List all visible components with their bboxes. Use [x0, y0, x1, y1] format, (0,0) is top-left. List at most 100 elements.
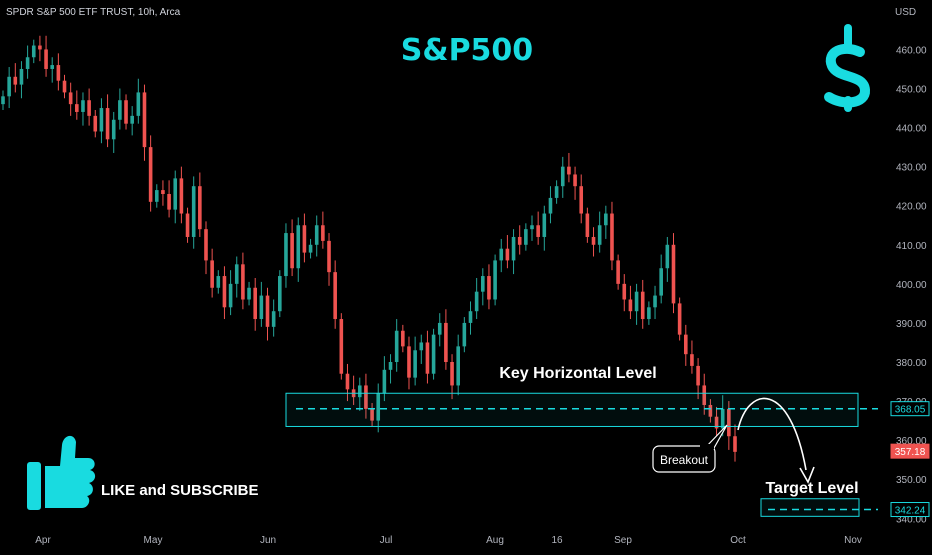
candle-body [499, 248, 504, 261]
candle-body [573, 174, 577, 187]
candle-body [727, 408, 731, 437]
candle-body [425, 342, 430, 374]
x-axis: Apr May Jun Jul Aug 16 Sep Oct Nov [35, 535, 862, 546]
candle-body [505, 248, 510, 261]
candle-body [733, 436, 737, 452]
price-tag [890, 443, 930, 459]
y-tick-label: 400.00 [896, 280, 927, 291]
candle-body [597, 225, 602, 245]
candle-body [671, 244, 676, 304]
candle-body [480, 276, 485, 292]
candle-body [136, 92, 141, 116]
candle-body [339, 319, 344, 374]
candle-body [321, 225, 325, 241]
x-tick-label: May [144, 535, 163, 546]
candle-body [210, 260, 214, 288]
candle-body [708, 404, 713, 417]
y-tick-label: 430.00 [896, 163, 927, 174]
candle-body [271, 311, 276, 327]
candle-body [542, 213, 547, 237]
candle-body [468, 311, 473, 323]
price-tag-label: 368.05 [895, 405, 926, 416]
candle-body [265, 295, 270, 327]
candle-body [610, 213, 614, 261]
symbol-label: SPDR S&P 500 ETF TRUST, 10h, Arca [6, 7, 181, 18]
candle-body [290, 233, 294, 269]
candle-body [696, 365, 700, 386]
x-tick-label: Apr [35, 535, 51, 546]
candle-body [665, 244, 670, 269]
candle-body [604, 213, 608, 226]
candle-body [87, 100, 91, 116]
candle-body [204, 229, 208, 261]
candle-body [462, 322, 467, 347]
candle-body [198, 186, 202, 230]
candle-body [647, 307, 651, 320]
key-level-zone [285, 392, 878, 427]
chart-title: S&P500 [401, 33, 533, 68]
candle-body [560, 166, 565, 187]
candle-body [720, 408, 725, 429]
candle-body [357, 385, 362, 398]
candle-body [68, 92, 73, 105]
candle-body [628, 299, 633, 312]
candle-body [493, 260, 497, 300]
candle-body [702, 385, 707, 405]
candle-body [345, 373, 350, 390]
y-tick-label: 340.00 [896, 514, 927, 525]
candle-body [554, 186, 559, 198]
y-tick-label: 360.00 [896, 436, 927, 447]
candle-body [7, 76, 11, 97]
candle-body [683, 334, 688, 355]
y-tick-label: 350.00 [896, 475, 927, 486]
candle-body [690, 354, 694, 366]
candle-body [241, 264, 245, 300]
breakout-pointer-mask [700, 444, 714, 449]
x-tick-label: Sep [614, 535, 632, 546]
target-zone-box [760, 498, 860, 517]
breakout-box [652, 445, 716, 473]
price-labels: 368.05 357.18 342.24 [890, 401, 930, 518]
y-tick-label: 410.00 [896, 241, 927, 252]
breakout-callout: Breakout [652, 424, 728, 473]
currency-label: USD [895, 7, 916, 18]
candle-body [413, 350, 417, 378]
y-tick-label: 460.00 [896, 45, 927, 56]
candle-body [259, 295, 264, 320]
candle-body [419, 342, 424, 351]
candle-body [111, 119, 116, 140]
candle-body [548, 197, 553, 214]
candle-body [431, 334, 436, 374]
candle-body [567, 166, 571, 175]
cta-label: LIKE and SUBSCRIBE [101, 482, 259, 499]
thumbs-up-icon [27, 435, 96, 510]
candle-body [714, 416, 719, 429]
candle-body [142, 92, 147, 148]
candle-body [591, 236, 596, 245]
candle-body [234, 264, 239, 284]
candle-body [93, 115, 98, 132]
candle-body [19, 68, 24, 85]
candle-body [530, 225, 534, 230]
y-tick-label: 450.00 [896, 85, 927, 96]
candle-body [216, 276, 221, 288]
candle-body [653, 295, 657, 308]
candle-body [118, 100, 122, 120]
candle-body [99, 108, 104, 132]
candle-body [364, 385, 368, 409]
y-tick-label: 420.00 [896, 202, 927, 213]
candle-body [173, 178, 178, 210]
candle-body [228, 283, 233, 308]
candle-body [1, 96, 5, 105]
candle-body [25, 57, 30, 69]
candle-body [616, 260, 620, 284]
price-tag-label: 357.18 [895, 447, 926, 458]
price-tag [890, 401, 930, 417]
y-tick-label: 380.00 [896, 358, 927, 369]
candle-body [154, 190, 159, 202]
candle-body [511, 236, 516, 261]
x-tick-label: Jul [380, 535, 393, 546]
x-tick-label: Oct [730, 535, 746, 546]
candle-body [56, 65, 61, 81]
x-tick-label: 16 [551, 535, 563, 546]
